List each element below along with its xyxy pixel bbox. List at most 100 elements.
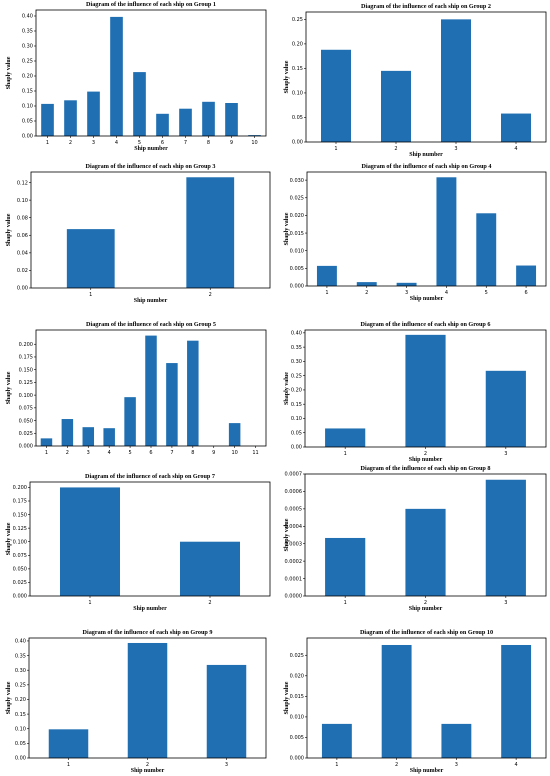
x-tick-label: 4 bbox=[445, 290, 448, 296]
bar-4 bbox=[501, 644, 532, 758]
y-axis-label: Shaply value bbox=[6, 681, 12, 714]
y-tick-label: 0.35 bbox=[15, 653, 26, 659]
x-tick-label: 1 bbox=[344, 451, 347, 457]
x-tick-label: 2 bbox=[365, 290, 368, 296]
x-tick-label: 2 bbox=[395, 762, 398, 768]
bar-2 bbox=[64, 100, 77, 136]
y-axis-label: Shaply value bbox=[6, 371, 12, 404]
x-tick-label: 3 bbox=[454, 146, 457, 152]
x-tick-label: 9 bbox=[230, 140, 233, 146]
x-tick-label: 6 bbox=[161, 140, 164, 146]
x-tick-label: 2 bbox=[424, 600, 427, 606]
y-tick-label: 0.015 bbox=[290, 694, 304, 700]
x-tick-label: 10 bbox=[231, 450, 237, 456]
y-tick-label: 0.0002 bbox=[285, 559, 303, 565]
x-tick-label: 6 bbox=[149, 450, 152, 456]
x-tick-label: 1 bbox=[45, 450, 48, 456]
y-tick-label: 0.12 bbox=[17, 180, 28, 186]
y-tick-label: 0.10 bbox=[291, 416, 302, 422]
y-tick-label: 0.000 bbox=[290, 284, 304, 290]
bar-3 bbox=[441, 723, 472, 758]
y-tick-label: 0.05 bbox=[15, 741, 26, 747]
bar-2 bbox=[405, 334, 446, 447]
y-tick-label: 0.010 bbox=[290, 715, 304, 721]
y-axis-label: Shaply value bbox=[284, 681, 290, 714]
bar-7 bbox=[179, 108, 192, 136]
bar-9 bbox=[225, 103, 238, 136]
bar-8 bbox=[202, 101, 215, 136]
y-tick-label: 0.0004 bbox=[285, 524, 303, 530]
bar-3 bbox=[485, 370, 526, 447]
x-tick-label: 4 bbox=[115, 140, 118, 146]
y-tick-label: 0.015 bbox=[290, 231, 304, 237]
bar-3 bbox=[396, 282, 417, 286]
x-tick-label: 8 bbox=[191, 450, 194, 456]
x-tick-label: 6 bbox=[524, 290, 527, 296]
y-axis-label: Shaply value bbox=[284, 60, 290, 93]
y-tick-label: 0.125 bbox=[13, 526, 27, 532]
y-tick-label: 0.175 bbox=[19, 355, 33, 361]
bar-5 bbox=[124, 397, 136, 446]
y-tick-label: 0.010 bbox=[290, 248, 304, 254]
y-tick-label: 0.30 bbox=[22, 44, 33, 50]
x-tick-label: 9 bbox=[212, 450, 215, 456]
y-tick-label: 0.05 bbox=[292, 115, 303, 121]
y-tick-label: 0.0006 bbox=[285, 489, 303, 495]
chart-title: Diagram of the influence of each ship on… bbox=[361, 321, 491, 328]
x-tick-label: 1 bbox=[344, 600, 347, 606]
bar-4 bbox=[436, 177, 457, 286]
y-tick-label: 0.000 bbox=[290, 756, 304, 762]
y-tick-label: 0.25 bbox=[22, 59, 33, 65]
y-tick-label: 0.10 bbox=[292, 91, 303, 97]
y-tick-label: 0.150 bbox=[13, 512, 27, 518]
chart-title: Diagram of the influence of each ship on… bbox=[86, 1, 216, 8]
y-tick-label: 0.075 bbox=[13, 553, 27, 559]
y-tick-label: 0.050 bbox=[13, 567, 27, 573]
x-axis-label: Ship number bbox=[134, 298, 168, 304]
y-tick-label: 0.15 bbox=[15, 712, 26, 718]
y-tick-label: 0.000 bbox=[13, 594, 27, 600]
y-tick-label: 0.40 bbox=[291, 331, 302, 337]
y-tick-label: 0.150 bbox=[19, 367, 33, 373]
bar-1 bbox=[48, 729, 89, 758]
x-tick-label: 8 bbox=[207, 140, 210, 146]
x-tick-label: 1 bbox=[325, 290, 328, 296]
bar-2 bbox=[405, 508, 446, 596]
bar-1 bbox=[40, 438, 53, 446]
x-tick-label: 3 bbox=[92, 140, 95, 146]
x-tick-label: 1 bbox=[335, 762, 338, 768]
bar-1 bbox=[316, 265, 337, 286]
chart-title: Diagram of the influence of each ship on… bbox=[85, 473, 215, 480]
x-tick-label: 2 bbox=[69, 140, 72, 146]
y-tick-label: 0.0000 bbox=[285, 594, 303, 600]
y-tick-label: 0.125 bbox=[19, 380, 33, 386]
y-tick-label: 0.30 bbox=[15, 668, 26, 674]
bar-3 bbox=[82, 427, 95, 446]
x-axis-label: Ship number bbox=[131, 768, 165, 774]
y-tick-label: 0.000 bbox=[19, 444, 33, 450]
x-tick-label: 1 bbox=[334, 146, 337, 152]
x-axis-label: Ship number bbox=[409, 606, 443, 612]
y-tick-label: 0.005 bbox=[290, 266, 304, 272]
x-tick-label: 4 bbox=[515, 762, 518, 768]
bar-1 bbox=[325, 428, 366, 447]
x-tick-label: 2 bbox=[208, 600, 211, 606]
x-tick-label: 1 bbox=[46, 140, 49, 146]
bar-1 bbox=[321, 49, 351, 142]
y-tick-label: 0.025 bbox=[19, 431, 33, 437]
bar-5 bbox=[133, 72, 146, 136]
y-tick-label: 0.20 bbox=[22, 74, 33, 80]
plot-frame bbox=[305, 11, 547, 143]
plot-frame bbox=[35, 9, 267, 137]
y-tick-label: 0.00 bbox=[292, 140, 303, 146]
y-axis-label: Shaply value bbox=[6, 56, 12, 89]
y-tick-label: 0.025 bbox=[13, 580, 27, 586]
x-tick-label: 11 bbox=[252, 450, 258, 456]
y-tick-label: 0.00 bbox=[17, 286, 28, 292]
chart-title: Diagram of the influence of each ship on… bbox=[86, 163, 216, 170]
x-tick-label: 2 bbox=[394, 146, 397, 152]
y-tick-label: 0.020 bbox=[290, 674, 304, 680]
